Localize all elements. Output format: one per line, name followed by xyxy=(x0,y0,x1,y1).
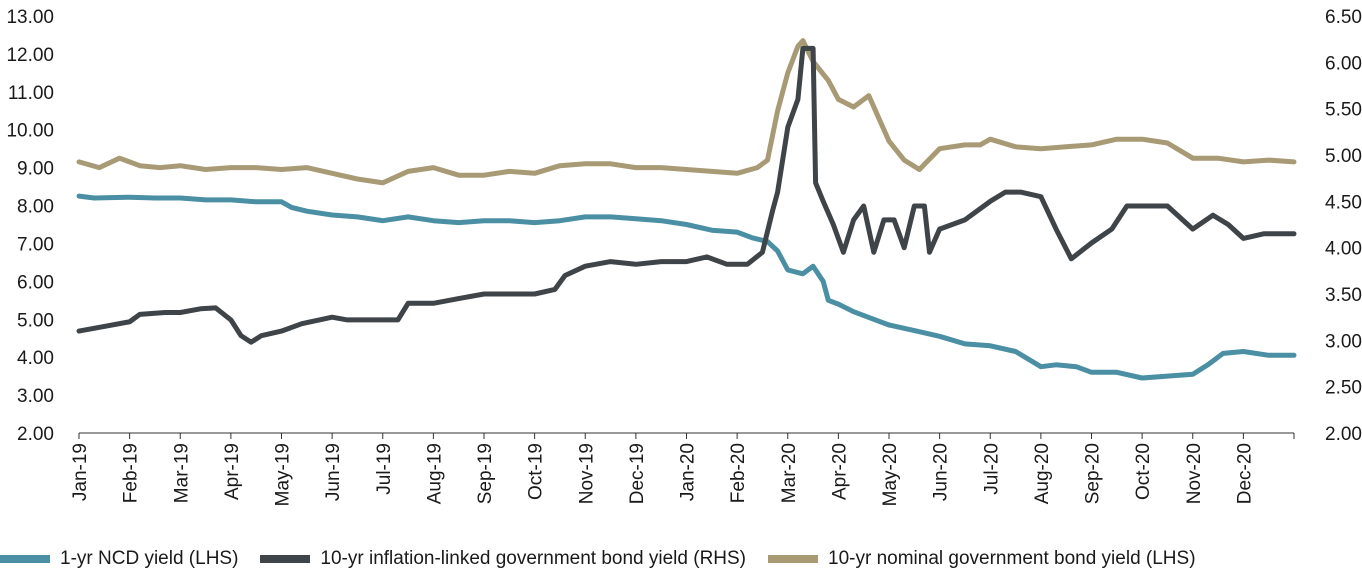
x-axis-tick-label: Jul-20 xyxy=(981,443,1002,495)
left-axis-tick-label: 10.00 xyxy=(6,121,54,142)
x-axis-ticks: Jan-19 Feb-19 Mar-19 Apr-19 May-19 Jun-19 Jul-… xyxy=(70,433,1295,506)
left-axis-tick-label: 13.00 xyxy=(6,7,54,28)
x-axis-tick-label: May-19 xyxy=(273,443,294,506)
legend-label-nominal: 10-yr nominal government bond yield (LHS… xyxy=(828,548,1196,569)
left-axis-tick-label: 3.00 xyxy=(17,386,54,407)
legend-label-inflation-linked: 10-yr inflation-linked government bond y… xyxy=(320,548,747,569)
left-axis-tick-label: 8.00 xyxy=(17,197,54,218)
left-axis-tick-label: 11.00 xyxy=(8,83,54,104)
x-axis-tick-label: Jun-20 xyxy=(931,443,952,501)
x-axis-tick-label: Oct-19 xyxy=(526,443,547,500)
series-line-inflation-linked xyxy=(76,45,1297,345)
x-axis-tick-label: Apr-19 xyxy=(222,443,243,500)
left-axis-tick-label: 6.00 xyxy=(17,272,54,293)
x-axis-tick-label: Nov-19 xyxy=(576,443,597,504)
right-axis-tick-label: 4.50 xyxy=(1325,192,1362,213)
right-axis-tick-label: 3.50 xyxy=(1325,285,1362,306)
left-axis-tick-label: 4.00 xyxy=(17,348,54,369)
right-axis-tick-label: 4.00 xyxy=(1325,239,1362,260)
left-axis-tick-label: 9.00 xyxy=(17,159,54,180)
x-axis-tick-label: Dec-20 xyxy=(1234,443,1255,504)
x-axis-tick-label: Apr-20 xyxy=(829,443,850,500)
left-axis-tick-label: 7.00 xyxy=(17,234,54,255)
x-axis-tick-label: Feb-19 xyxy=(121,443,142,503)
right-axis-tick-label: 2.50 xyxy=(1325,378,1362,399)
left-axis-ticks: 2.00 3.00 4.00 5.00 6.00 7.00 8.00 9.00 10.00 11.… xyxy=(6,7,54,445)
x-axis-tick-label: Aug-19 xyxy=(424,443,445,504)
left-axis-tick-label: 5.00 xyxy=(17,310,54,331)
x-axis-tick-label: Aug-20 xyxy=(1032,443,1053,504)
series-lines xyxy=(76,38,1297,381)
right-axis-tick-label: 3.00 xyxy=(1325,331,1362,352)
legend-label-ncd: 1-yr NCD yield (LHS) xyxy=(60,548,239,569)
series-line-nominal xyxy=(76,38,1297,186)
x-axis-tick-label: May-20 xyxy=(880,443,901,506)
x-axis-tick-label: Jul-19 xyxy=(374,443,395,495)
right-axis-tick-label: 6.50 xyxy=(1325,7,1362,28)
legend-item-nominal: 10-yr nominal government bond yield (LHS… xyxy=(768,548,1196,570)
legend-swatch-inflation-linked xyxy=(260,555,311,563)
x-axis-tick-label: Nov-20 xyxy=(1184,443,1205,504)
series-line-ncd xyxy=(76,193,1297,381)
legend-item-ncd: 1-yr NCD yield (LHS) xyxy=(0,548,238,570)
right-axis-ticks: 2.00 2.50 3.00 3.50 4.00 4.50 5.00 5.50 6.00 6.50 xyxy=(1325,7,1362,445)
x-axis-tick-label: Oct-20 xyxy=(1133,443,1154,500)
left-axis-tick-label: 2.00 xyxy=(17,424,54,445)
x-axis-tick-label: Jun-19 xyxy=(323,443,344,501)
legend-item-inflation-linked: 10-yr inflation-linked government bond y… xyxy=(260,548,746,570)
x-axis-tick-label: Sep-19 xyxy=(475,443,496,504)
right-axis-tick-label: 2.00 xyxy=(1325,424,1362,445)
legend-swatch-nominal xyxy=(768,555,819,563)
legend: 1-yr NCD yield (LHS) 10-yr inflation-lin… xyxy=(0,543,1362,575)
left-axis-tick-label: 12.00 xyxy=(6,45,54,66)
x-axis-tick-label: Dec-19 xyxy=(627,443,648,504)
right-axis-tick-label: 5.50 xyxy=(1325,100,1362,121)
line-chart: 2.00 3.00 4.00 5.00 6.00 7.00 8.00 9.00 10.00 11.… xyxy=(6,7,1362,506)
x-axis-tick-label: Mar-19 xyxy=(171,443,192,503)
legend-swatch-ncd xyxy=(0,555,50,563)
right-axis-tick-label: 6.00 xyxy=(1325,53,1362,74)
x-axis-tick-label: Sep-20 xyxy=(1083,443,1104,504)
x-axis-tick-label: Mar-20 xyxy=(779,443,800,503)
x-axis-tick-label: Feb-20 xyxy=(728,443,749,503)
x-axis-tick-label: Jan-19 xyxy=(70,443,91,501)
x-axis-tick-label: Jan-20 xyxy=(678,443,699,501)
right-axis-tick-label: 5.00 xyxy=(1325,146,1362,167)
